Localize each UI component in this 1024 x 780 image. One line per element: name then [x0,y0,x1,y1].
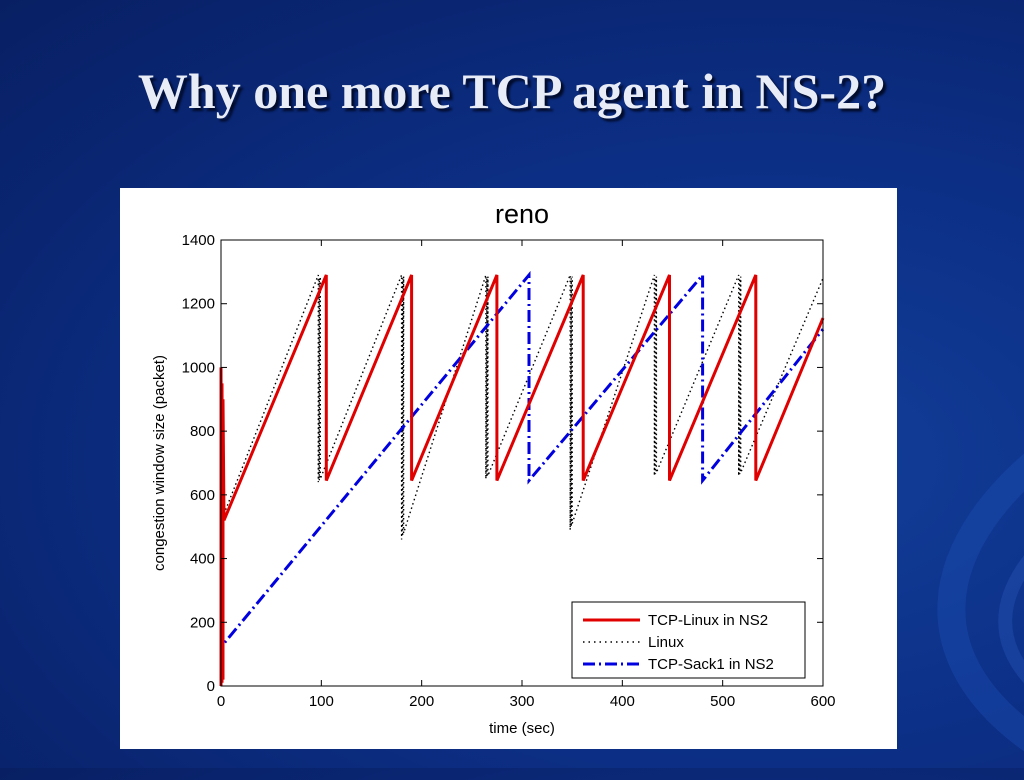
x-tick-label: 100 [309,693,334,710]
legend-entry-linux: Linux [583,634,684,651]
chart-title: reno [495,199,549,229]
x-axis-label: time (sec) [489,720,555,737]
series-line-linux [223,274,824,540]
legend: TCP-Linux in NS2 Linux TCP-Sack1 in NS2 [571,601,806,679]
x-tick-label: 500 [710,693,735,710]
background-swoosh [937,453,1024,752]
y-tick-label: 1400 [182,232,215,249]
x-tick-label: 600 [810,693,835,710]
x-tick-label: 400 [610,693,635,710]
legend-label-tcp-linux: TCP-Linux in NS2 [648,612,768,629]
slide-title: Why one more TCP agent in NS-2? [137,63,887,119]
x-tick-label: 0 [217,693,225,710]
legend-label-linux: Linux [648,634,684,651]
y-tick-label: 200 [190,614,215,631]
chart-svg: reno 0 100 200 300 400 500 600 0 200 400 600 800 100… [151,199,836,737]
x-tick-label: 300 [509,693,534,710]
chart-figure: reno 0 100 200 300 400 500 600 0 200 400 600 800 100… [120,188,897,749]
y-tick-label: 1200 [182,296,215,313]
legend-label-tcp-sack1: TCP-Sack1 in NS2 [648,656,774,673]
y-tick-label: 600 [190,487,215,504]
series-line-tcp-linux-in-ns2 [219,274,825,686]
x-tick-label: 200 [409,693,434,710]
y-tick-label: 400 [190,551,215,568]
y-tick-label: 0 [207,678,215,695]
y-axis-label: congestion window size (packet) [151,355,168,571]
legend-entry-tcp-sack1: TCP-Sack1 in NS2 [583,656,774,673]
legend-entry-tcp-linux: TCP-Linux in NS2 [583,612,768,629]
y-tick-label: 800 [190,423,215,440]
y-tick-label: 1000 [182,359,215,376]
